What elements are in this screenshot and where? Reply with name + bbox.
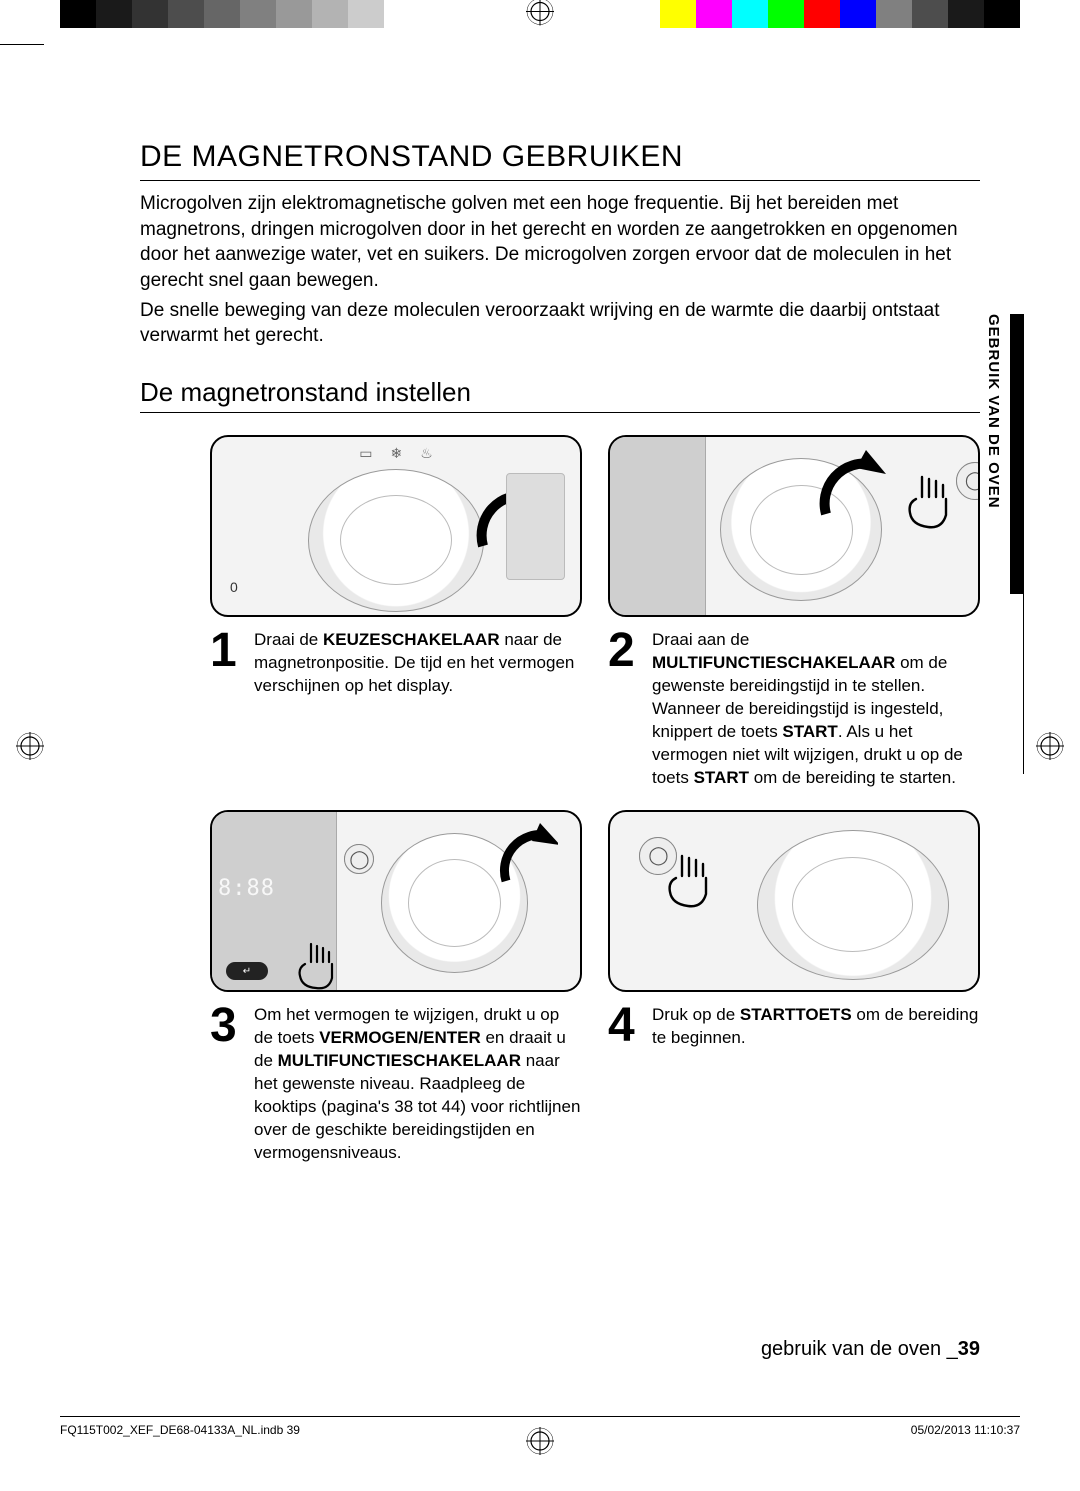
hand-press-icon bbox=[902, 469, 956, 531]
print-registration-bar bbox=[0, 0, 1080, 28]
step-number: 4 bbox=[608, 1004, 642, 1050]
step-1-illustration: ▭ ❄ ♨ 0 bbox=[210, 435, 582, 618]
step-number: 1 bbox=[210, 629, 244, 698]
hand-press-icon bbox=[293, 938, 343, 992]
stop-button-icon: ◯ bbox=[344, 844, 374, 874]
crop-hairline bbox=[0, 44, 44, 45]
swatch bbox=[276, 0, 312, 28]
swatch bbox=[96, 0, 132, 28]
swatch bbox=[696, 0, 732, 28]
section-title: DE MAGNETRONSTAND GEBRUIKEN bbox=[140, 140, 980, 181]
selector-dial bbox=[308, 469, 485, 612]
swatch bbox=[732, 0, 768, 28]
step-text: Draai aan de MULTIFUNCTIESCHAKELAAR om d… bbox=[652, 629, 980, 790]
registration-mark-top bbox=[526, 0, 554, 31]
subheading: De magnetronstand instellen bbox=[140, 377, 980, 413]
swatch bbox=[660, 0, 696, 28]
swatch bbox=[876, 0, 912, 28]
swatch bbox=[912, 0, 948, 28]
step-3-illustration: 8:88 ↵ ◇ ◯ bbox=[210, 810, 582, 993]
step-text: Draai de KEUZESCHAKELAAR naar de magnetr… bbox=[254, 629, 582, 698]
step-4: ◇ ◯ 4 Druk op de STARTTOETS om de bereid… bbox=[608, 810, 980, 1165]
swatch bbox=[768, 0, 804, 28]
steps-grid: ▭ ❄ ♨ 0 1 Draai de KEUZESCHAKELAAR naar … bbox=[210, 435, 980, 1165]
rotate-arrow-icon bbox=[498, 819, 558, 899]
swatch bbox=[804, 0, 840, 28]
page-number: 39 bbox=[958, 1338, 980, 1360]
running-footer: gebruik van de oven _39 bbox=[761, 1338, 980, 1361]
rotate-arrow-icon bbox=[816, 444, 886, 534]
intro-paragraph-1: Microgolven zijn elektromagnetische golv… bbox=[140, 191, 980, 294]
print-file-name: FQ115T002_XEF_DE68-04133A_NL.indb 39 bbox=[60, 1423, 300, 1437]
seven-seg-display: 8:88 bbox=[218, 876, 275, 901]
step-number: 3 bbox=[210, 1004, 244, 1165]
mode-icons: ▭ ❄ ♨ bbox=[359, 445, 433, 462]
step-text: Druk op de STARTTOETS om de bereiding te… bbox=[652, 1004, 980, 1050]
swatch bbox=[240, 0, 276, 28]
enter-key-icon: ↵ bbox=[226, 962, 268, 980]
page-content: DE MAGNETRONSTAND GEBRUIKEN Microgolven … bbox=[140, 140, 980, 1381]
swatch bbox=[348, 0, 384, 28]
swatch bbox=[132, 0, 168, 28]
swatch bbox=[840, 0, 876, 28]
mode-icon: ♨ bbox=[420, 445, 433, 462]
step-2-illustration: ◇ ◯ bbox=[608, 435, 980, 618]
swatch bbox=[948, 0, 984, 28]
step-4-illustration: ◇ ◯ bbox=[608, 810, 980, 993]
dial-zero-label: 0 bbox=[230, 579, 238, 595]
step-text: Om het vermogen te wijzigen, drukt u op … bbox=[254, 1004, 582, 1165]
grayscale-swatches bbox=[60, 0, 420, 28]
step-3: 8:88 ↵ ◇ ◯ 3 Om het vermogen te wijzigen… bbox=[210, 810, 582, 1165]
side-tab: GEBRUIK VAN DE OVEN bbox=[985, 314, 1024, 594]
print-timestamp: 05/02/2013 11:10:37 bbox=[911, 1423, 1020, 1437]
swatch bbox=[312, 0, 348, 28]
multi-dial bbox=[757, 830, 948, 980]
registration-mark-left bbox=[16, 732, 44, 760]
swatch bbox=[60, 0, 96, 28]
step-1: ▭ ❄ ♨ 0 1 Draai de KEUZESCHAKELAAR naar … bbox=[210, 435, 582, 790]
mode-icon: ▭ bbox=[359, 445, 372, 462]
registration-mark-right bbox=[1036, 732, 1064, 760]
left-panel bbox=[610, 437, 706, 616]
step-number: 2 bbox=[608, 629, 642, 790]
running-footer-label: gebruik van de oven _ bbox=[761, 1338, 958, 1360]
hand-press-icon bbox=[662, 848, 718, 912]
swatch bbox=[168, 0, 204, 28]
step-2: ◇ ◯ 2 Draai aan de MULTIFUNCTIESCHAKELAA… bbox=[608, 435, 980, 790]
side-panel bbox=[506, 473, 565, 580]
intro-paragraph-2: De snelle beweging van deze moleculen ve… bbox=[140, 298, 980, 349]
swatch bbox=[984, 0, 1020, 28]
swatch bbox=[384, 0, 420, 28]
swatch bbox=[204, 0, 240, 28]
stop-button-icon: ◯ bbox=[956, 462, 980, 500]
color-swatches bbox=[660, 0, 1020, 28]
mode-icon: ❄ bbox=[390, 445, 402, 462]
registration-mark-bottom bbox=[526, 1427, 554, 1455]
